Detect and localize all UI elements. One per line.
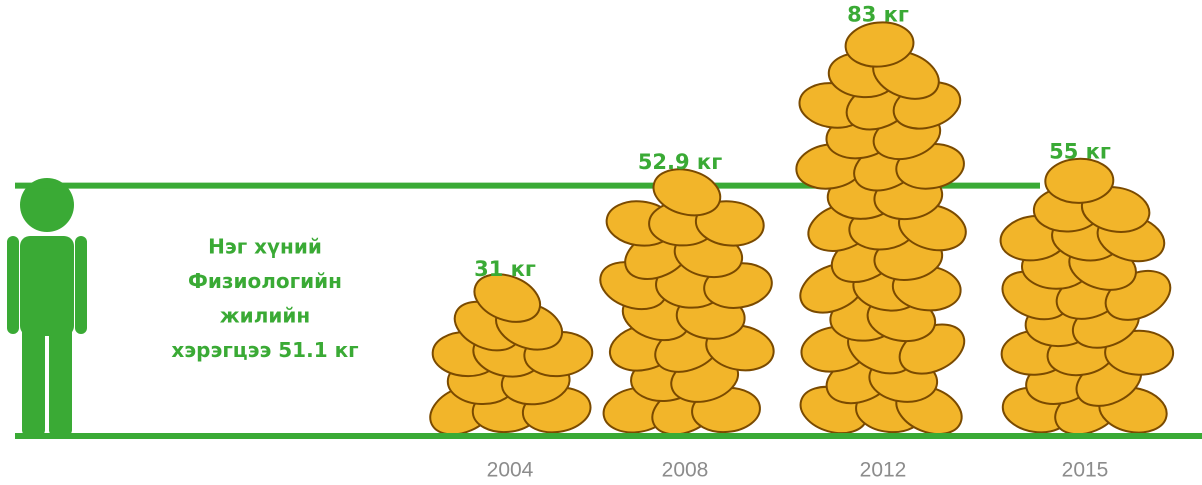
potato [694,200,765,247]
value-label: 55 кг [1049,140,1111,164]
value-label: 31 кг [474,257,536,281]
x-tick-label: 2008 [662,459,709,482]
x-tick-label: 2015 [1062,459,1109,482]
potato-pile [599,168,775,436]
potato [844,21,915,68]
potato [473,273,542,323]
person-icon [7,178,87,436]
reference-label: хэрэгцээ 51.1 кг [171,338,358,362]
reference-label: Физиологийн [188,269,342,293]
potato-pile [999,157,1175,436]
x-tick-label: 2004 [487,459,534,482]
reference-label: жилийн [220,304,310,328]
potato [652,168,722,217]
potato-pile [429,273,594,436]
reference-label: Нэг хүний [208,235,322,259]
potato [1044,157,1115,204]
x-tick-label: 2012 [860,459,907,482]
value-label: 83 кг [847,2,909,26]
potato-pile [795,21,967,436]
value-label: 52.9 кг [638,150,722,174]
